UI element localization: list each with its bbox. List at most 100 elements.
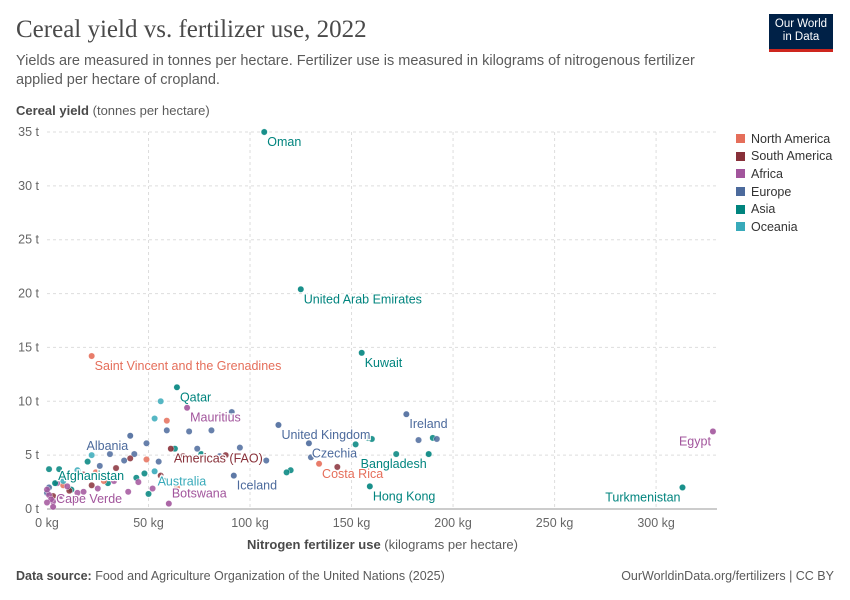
legend-item[interactable]: Africa [736, 165, 832, 183]
legend-label: North America [751, 131, 831, 146]
data-point [92, 468, 100, 476]
y-tick-label: 35 t [18, 125, 39, 139]
data-point [415, 436, 422, 444]
data-point [679, 484, 686, 491]
data-point [173, 484, 181, 491]
point-label: Iceland [237, 479, 277, 493]
data-point [275, 421, 282, 429]
data-point [51, 479, 59, 487]
chart-title: Cereal yield vs. fertilizer use, 2022 [16, 16, 367, 43]
data-point [49, 503, 57, 511]
legend-item[interactable]: Asia [736, 200, 832, 218]
data-point [149, 485, 156, 492]
data-point [193, 445, 201, 453]
point-label: Americas (FAO) [174, 452, 263, 466]
legend: North America South America Africa Europe As… [736, 130, 832, 236]
y-tick-label: 10 t [18, 394, 39, 408]
data-point [151, 467, 159, 475]
logo-line-2: in Data [782, 31, 820, 43]
x-axis-label-unit: (kilograms per hectare) [384, 537, 518, 552]
data-point [163, 426, 171, 434]
data-point [55, 465, 63, 473]
data-point [333, 463, 341, 471]
data-point [352, 440, 360, 448]
data-point [433, 435, 441, 443]
data-point [260, 128, 268, 136]
legend-item[interactable]: Oceania [736, 218, 832, 236]
data-point [126, 432, 134, 440]
data-point [124, 488, 132, 496]
point-label: Oman [267, 135, 301, 149]
point-label: Afghanistan [58, 469, 124, 483]
data-point [106, 450, 114, 458]
point-label: Hong Kong [373, 489, 436, 503]
y-tick-label: 30 t [18, 179, 39, 193]
point-label: Kuwait [365, 356, 403, 370]
legend-swatch [736, 222, 745, 232]
data-point [112, 464, 120, 472]
legend-label: Oceania [751, 219, 798, 234]
y-axis-label-bold: Cereal yield [16, 103, 89, 118]
data-point [94, 485, 102, 492]
source-label: Data source: [16, 569, 92, 583]
data-point [165, 500, 173, 508]
data-point [402, 410, 410, 418]
data-point [173, 383, 181, 391]
point-label: Turkmenistan [605, 490, 680, 504]
data-point [155, 458, 163, 466]
data-point [45, 465, 53, 473]
legend-label: Asia [751, 202, 776, 217]
data-point [183, 404, 191, 412]
footer-url[interactable]: OurWorldinData.org/fertilizers | CC BY [621, 569, 834, 583]
data-point [120, 457, 128, 464]
data-point [368, 435, 376, 443]
x-axis-label: Nitrogen fertilizer use (kilograms per h… [0, 537, 765, 552]
y-tick-label: 15 t [18, 340, 39, 354]
legend-item[interactable]: Europe [736, 183, 832, 201]
data-point [57, 492, 65, 500]
x-tick-label: 50 kg [133, 516, 164, 530]
data-point [74, 466, 81, 474]
legend-item[interactable]: South America [736, 148, 832, 166]
y-axis-label: Cereal yield (tonnes per hectare) [16, 103, 210, 118]
data-point [43, 499, 51, 506]
legend-item[interactable]: North America [736, 130, 832, 148]
data-point [157, 472, 165, 480]
data-point [230, 472, 238, 480]
point-label: Mauritius [190, 411, 241, 425]
x-tick-label: 300 kg [637, 516, 675, 530]
data-point [161, 477, 169, 485]
data-point [80, 471, 87, 478]
data-point [358, 349, 366, 357]
data-point [392, 450, 400, 458]
legend-label: Africa [751, 166, 783, 181]
data-point [197, 450, 205, 458]
data-point [143, 456, 150, 463]
data-point [214, 456, 221, 463]
x-axis-label-bold: Nitrogen fertilizer use [247, 537, 381, 552]
data-point [130, 450, 138, 458]
y-tick-label: 0 t [25, 502, 39, 516]
owid-logo[interactable]: Our World in Data [769, 14, 833, 52]
data-point [262, 457, 270, 464]
footer-source: Data source: Food and Agriculture Organi… [16, 569, 445, 583]
data-point [222, 451, 230, 459]
data-point [88, 481, 96, 489]
legend-label: Europe [751, 184, 792, 199]
point-label: Albania [87, 439, 129, 453]
data-point [283, 468, 290, 476]
scatter-plot: 0 t 5 t 10 t 15 t 20 t 25 t 30 t 35 t 0 kg 50 kg 1… [18, 125, 717, 530]
data-point [88, 352, 96, 360]
data-point [425, 450, 433, 458]
point-label: Cape Verde [56, 492, 122, 506]
y-tick-label: 25 t [18, 233, 39, 247]
x-tick-label: 150 kg [333, 516, 371, 530]
data-point [228, 408, 236, 416]
data-point [80, 488, 87, 496]
data-point [72, 495, 79, 503]
data-point [709, 428, 717, 435]
data-point [163, 417, 171, 425]
point-label: Bangladesh [361, 457, 427, 471]
point-label: Botswana [172, 487, 227, 501]
data-point [43, 486, 51, 494]
